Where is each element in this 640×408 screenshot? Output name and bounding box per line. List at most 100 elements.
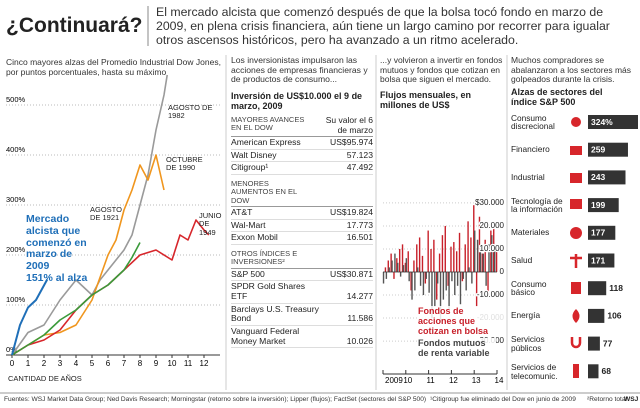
line-series [11,154,165,356]
row-label: Wal-Mart [231,219,266,230]
y-tick-label: -10.000 [477,290,505,299]
bar [588,115,638,129]
bar [479,248,482,272]
x-tick-label: 11 [184,359,193,368]
bar [588,336,600,351]
category-label: Consumo discrecional [511,112,555,132]
bar [588,308,605,323]
bar [451,272,453,282]
x-tick-label: 4 [74,359,79,368]
bar [588,170,626,185]
bar [388,267,390,272]
bar [438,253,441,272]
x-tick-label: 9 [154,359,159,368]
intro-text: El mercado alcista que comenzó después d… [156,5,610,47]
row-label: American Express [231,137,301,148]
bar [434,272,436,307]
y-tick-label: 20.000 [480,221,505,230]
value-label: 259 [591,144,605,154]
bar [454,272,456,296]
bar [465,272,467,291]
row-label: Vanguard Federal Money Market [231,325,300,346]
footer-note: ²Retorno total [587,396,627,403]
table-intro: Los inversionistas impulsaron las accion… [231,55,368,85]
sector-icons [570,117,582,378]
bar [453,242,455,272]
y-tick-label: 500% [6,95,26,104]
bar [488,244,490,272]
row-value: 11.586 [347,313,373,324]
bar [474,230,476,272]
chart-title: Flujos mensuales, en millones de US$ [380,90,472,111]
bar [430,248,432,272]
x-tick-label: 10 [168,359,177,368]
bar [464,244,466,272]
x-tick-label: 2009 [385,376,403,385]
section-title: OTROS ÍNDICES E INVERSIONES² [231,248,298,267]
bar [418,237,421,272]
bar [431,272,433,319]
chart-subtitle: ...y volvieron a invertir en fondos mutu… [380,55,503,85]
bar [475,272,478,307]
bar [425,272,427,279]
row-value: US$30.871 [329,268,373,279]
sector-icon [570,254,582,268]
table-row: American Express US$95.974 [231,137,373,150]
chart-subtitle: Muchos compradores se abalanzaron a los … [511,55,632,85]
bar [410,272,412,291]
category-label: Servicios públicos [511,334,545,353]
x-axis-label: CANTIDAD DE AÑOS [8,374,82,383]
x-tick-label: 0 [10,359,15,368]
title: ¿Continuará? [6,14,143,37]
section-title: MAYORES AVANCES EN EL DOW [231,115,305,133]
series-label: AGOSTO DE 1982 [168,103,213,121]
category-label: Salud [511,255,533,265]
row-label: Barclays U.S. Treasury Bond [231,303,319,324]
annotation: 151% al alza [26,272,88,284]
x-tick-label: 13 [472,376,481,385]
bar [467,221,469,272]
footer-brand: WSJ [624,396,639,403]
bar [397,262,399,272]
y-tick-label: 0% [6,345,17,354]
bar [491,235,493,272]
row-value: 10.026 [346,335,373,346]
y-tick-label: 0 [500,267,505,276]
row-label: Exxon Mobil [231,232,278,243]
row-value: 17.773 [346,219,373,230]
bar [481,253,484,272]
table-section: OTROS ÍNDICES E INVERSIONES² [231,248,373,269]
x-tick-label: 2 [42,359,47,368]
series-label: Mercado alcista que comenzó en marzo de … [26,213,87,272]
bar [413,260,415,272]
table-section: MENORES AUMENTOS EN EL DOW [231,178,373,208]
y-tick-label: $30.000 [475,198,504,207]
bar [468,267,470,272]
bar [588,198,619,213]
x-tick-label: 7 [122,359,127,368]
x-tick-label: 6 [106,359,111,368]
bar [390,253,392,272]
table-row: Barclays U.S. Treasury Bond 11.586 [231,304,373,326]
sector-icon [571,282,581,294]
x-tick-label: 14 [495,376,504,385]
row-value: 16.501 [346,232,373,243]
chart-title: Alzas de sectores del índice S&P 500 [511,87,603,108]
y-tick-label: 100% [6,295,26,304]
sector-icon [571,117,581,127]
sector-icon [570,199,582,209]
bar [448,272,450,309]
section-title: MENORES AUMENTOS EN EL DOW [231,178,297,205]
bar [459,272,462,305]
bar [422,272,425,296]
bar [441,235,444,272]
column-header: Su valor el 6 de marzo [325,115,373,135]
bar [471,272,473,284]
category-label: Consumo básico [511,278,547,298]
series-label: Fondos de acciones que cotizan en bolsa [418,306,504,337]
bar [482,253,484,272]
y-tick-label: 10.000 [480,244,505,253]
bar [455,251,458,272]
line-series [11,74,168,356]
row-label: S&P 500 [231,268,265,279]
